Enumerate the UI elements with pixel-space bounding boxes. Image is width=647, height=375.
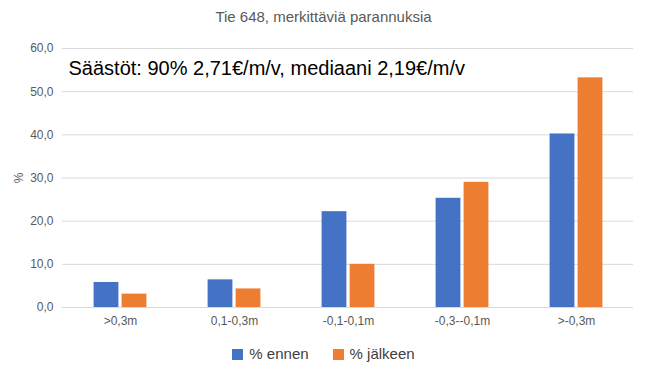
svg-text:50,0: 50,0 bbox=[30, 85, 54, 99]
svg-text:-0,3--0,1m: -0,3--0,1m bbox=[435, 314, 490, 328]
svg-text:>0,3m: >0,3m bbox=[104, 314, 138, 328]
svg-text:20,0: 20,0 bbox=[30, 214, 54, 228]
svg-text:30,0: 30,0 bbox=[30, 171, 54, 185]
html-text:% jälkeen: % jälkeen bbox=[349, 345, 415, 362]
svg-text:0,0: 0,0 bbox=[37, 300, 54, 314]
html-text:% ennen: % ennen bbox=[249, 345, 309, 362]
svg-text:%: % bbox=[12, 172, 26, 183]
svg-text:-0,1-0,1m: -0,1-0,1m bbox=[323, 314, 374, 328]
svg-text:40,0: 40,0 bbox=[30, 128, 54, 142]
svg-text:60,0: 60,0 bbox=[30, 41, 54, 55]
svg-text:Säästöt: 90% 2,71€/m/v, mediaa: Säästöt: 90% 2,71€/m/v, mediaani 2,19€/m… bbox=[69, 57, 466, 79]
svg-text:>-0,3m: >-0,3m bbox=[558, 314, 596, 328]
svg-text:10,0: 10,0 bbox=[30, 257, 54, 271]
html-text:Tie 648, merkittäviä parannuks: Tie 648, merkittäviä parannuksia bbox=[215, 8, 432, 25]
svg-text:0,1-0,3m: 0,1-0,3m bbox=[211, 314, 258, 328]
